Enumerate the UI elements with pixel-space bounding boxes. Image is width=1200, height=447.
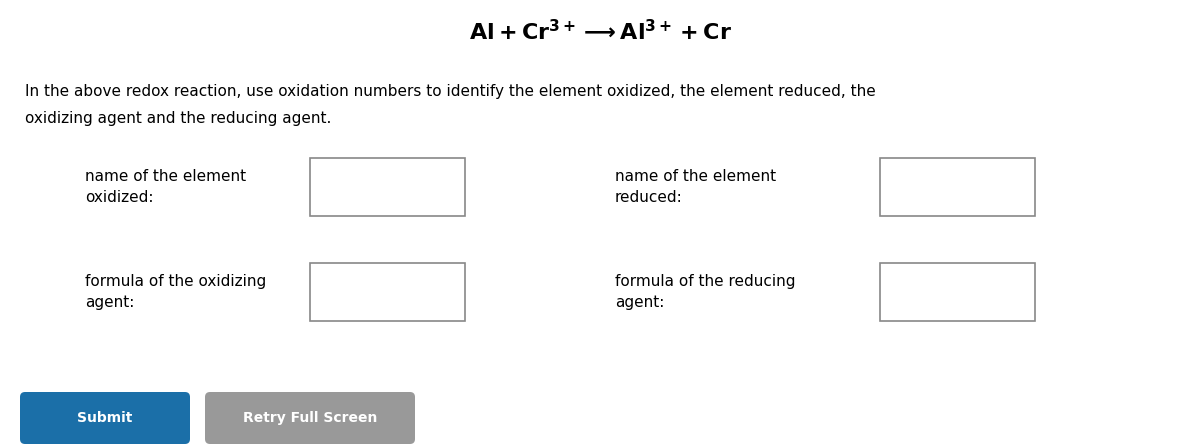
FancyBboxPatch shape [20, 392, 190, 444]
Text: formula of the oxidizing
agent:: formula of the oxidizing agent: [85, 274, 266, 310]
Text: name of the element
reduced:: name of the element reduced: [616, 169, 776, 205]
Text: formula of the reducing
agent:: formula of the reducing agent: [616, 274, 796, 310]
Text: In the above redox reaction, use oxidation numbers to identify the element oxidi: In the above redox reaction, use oxidati… [25, 84, 876, 100]
Text: name of the element
oxidized:: name of the element oxidized: [85, 169, 246, 205]
FancyBboxPatch shape [880, 263, 1036, 321]
FancyBboxPatch shape [310, 263, 466, 321]
FancyBboxPatch shape [205, 392, 415, 444]
Text: Retry Full Screen: Retry Full Screen [242, 411, 377, 425]
Text: Submit: Submit [77, 411, 133, 425]
FancyBboxPatch shape [310, 158, 466, 216]
Text: $\mathbf{Al + Cr^{3+}{\longrightarrow}Al^{3+} + Cr}$: $\mathbf{Al + Cr^{3+}{\longrightarrow}Al… [468, 19, 732, 45]
FancyBboxPatch shape [880, 158, 1036, 216]
Text: oxidizing agent and the reducing agent.: oxidizing agent and the reducing agent. [25, 111, 331, 127]
